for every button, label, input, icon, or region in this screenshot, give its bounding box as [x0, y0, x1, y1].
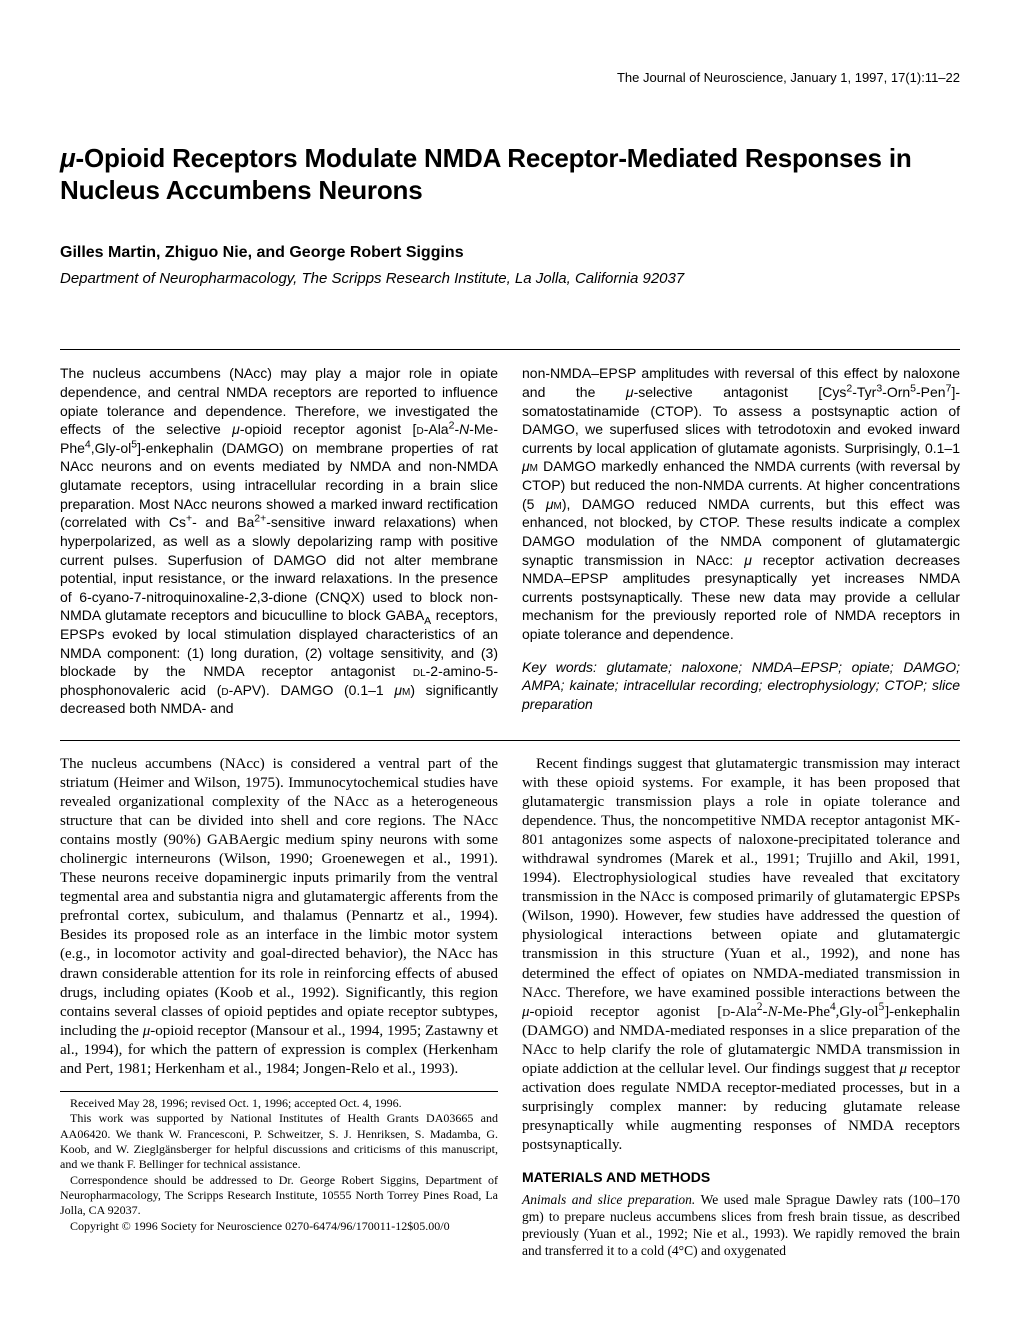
body-columns: The nucleus accumbens (NAcc) is consider…	[60, 755, 960, 1259]
abstract-columns: The nucleus accumbens (NAcc) may play a …	[60, 364, 960, 726]
body-left-p1: The nucleus accumbens (NAcc) is consider…	[60, 755, 498, 1079]
article-title: μ-Opioid Receptors Modulate NMDA Recepto…	[60, 143, 960, 206]
footnote-copyright: Copyright © 1996 Society for Neuroscienc…	[60, 1219, 498, 1234]
footnotes: Received May 28, 1996; revised Oct. 1, 1…	[60, 1091, 498, 1234]
abstract-left: The nucleus accumbens (NAcc) may play a …	[60, 364, 498, 718]
affiliation: Department of Neuropharmacology, The Scr…	[60, 270, 960, 287]
body-right-p1: Recent findings suggest that glutamaterg…	[522, 755, 960, 1155]
journal-page: The Journal of Neuroscience, January 1, …	[0, 0, 1020, 1299]
keywords: Key words: glutamate; naloxone; NMDA–EPS…	[522, 658, 960, 714]
section-materials-methods: MATERIALS AND METHODS	[522, 1169, 960, 1187]
abstract-right: non-NMDA–EPSP amplitudes with reversal o…	[522, 364, 960, 643]
running-head: The Journal of Neuroscience, January 1, …	[60, 70, 960, 85]
hr-top	[60, 349, 960, 350]
hr-bottom	[60, 740, 960, 741]
methods-p1: Animals and slice preparation. We used m…	[522, 1191, 960, 1260]
authors: Gilles Martin, Zhiguo Nie, and George Ro…	[60, 244, 960, 262]
body-left-col: The nucleus accumbens (NAcc) is consider…	[60, 755, 498, 1259]
body-right-col: Recent findings suggest that glutamaterg…	[522, 755, 960, 1259]
footnote-correspondence: Correspondence should be addressed to Dr…	[60, 1173, 498, 1219]
footnote-funding: This work was supported by National Inst…	[60, 1111, 498, 1172]
footnote-received: Received May 28, 1996; revised Oct. 1, 1…	[60, 1096, 498, 1111]
